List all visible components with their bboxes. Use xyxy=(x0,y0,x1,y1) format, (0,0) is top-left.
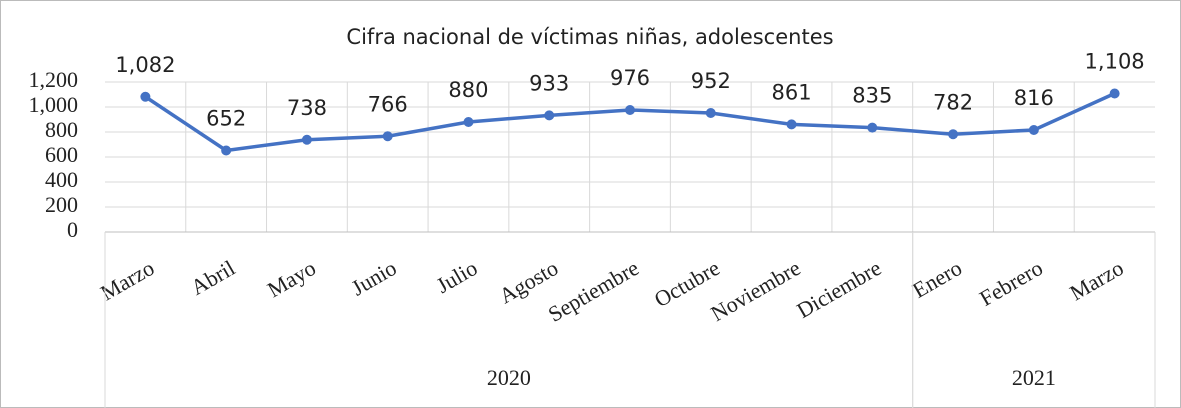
data-label: 880 xyxy=(448,78,488,102)
data-label: 976 xyxy=(610,66,650,90)
data-label: 1,108 xyxy=(1085,50,1145,74)
data-label: 738 xyxy=(287,96,327,120)
marker xyxy=(544,110,555,121)
data-label: 766 xyxy=(368,92,408,116)
data-label: 652 xyxy=(206,107,246,131)
y-tick-label: 1,200 xyxy=(29,67,79,92)
y-tick-label: 0 xyxy=(67,217,78,242)
marker xyxy=(140,91,151,102)
y-tick-label: 1,000 xyxy=(29,92,79,117)
data-label: 952 xyxy=(691,69,731,93)
marker xyxy=(1028,125,1039,135)
y-tick-label: 200 xyxy=(45,192,78,217)
data-label: 782 xyxy=(933,90,973,114)
marker xyxy=(705,108,716,118)
marker xyxy=(301,134,312,145)
group-label: 2021 xyxy=(1012,365,1056,390)
marker xyxy=(786,119,797,130)
marker xyxy=(463,117,474,127)
marker xyxy=(867,122,878,133)
marker xyxy=(625,105,635,115)
y-tick-label: 400 xyxy=(45,167,78,192)
marker xyxy=(382,131,393,142)
marker xyxy=(1109,88,1120,99)
data-label: 1,082 xyxy=(115,53,175,77)
marker xyxy=(948,129,959,140)
data-label: 861 xyxy=(771,80,811,104)
data-label: 933 xyxy=(529,71,569,95)
y-tick-label: 600 xyxy=(45,142,78,167)
data-label: 816 xyxy=(1014,86,1054,110)
chart-title: Cifra nacional de víctimas niñas, adoles… xyxy=(346,25,833,49)
group-label: 2020 xyxy=(487,365,531,390)
marker xyxy=(221,145,232,156)
data-label: 835 xyxy=(852,84,892,108)
y-tick-label: 800 xyxy=(45,117,78,142)
